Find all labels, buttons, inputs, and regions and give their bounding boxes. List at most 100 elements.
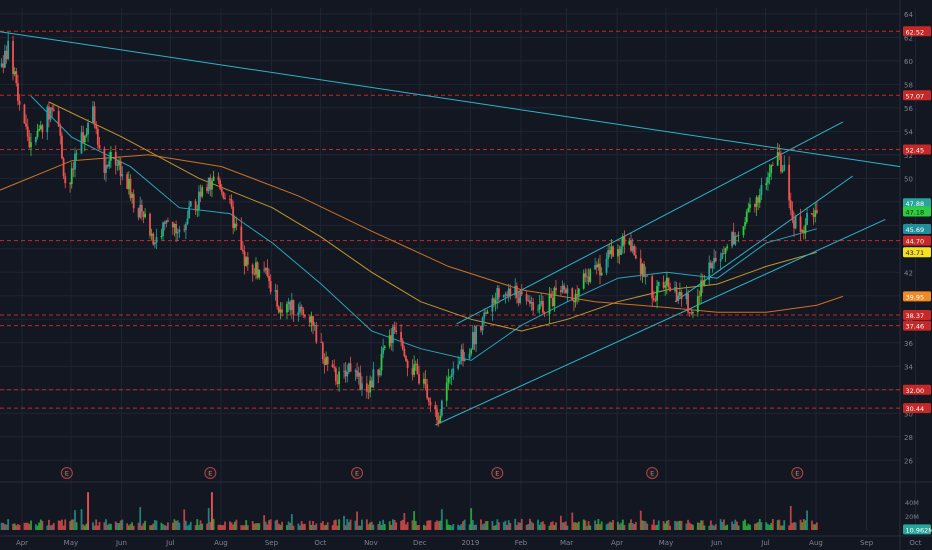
candle-body — [760, 185, 763, 196]
candle-body — [17, 83, 19, 102]
time-axis[interactable]: Apr May Jun Jul Aug Sep Oct Nov Dec 2019 Feb Mar Apr… — [16, 539, 922, 547]
earnings-marker[interactable] — [491, 467, 504, 479]
volume-bar — [747, 523, 750, 530]
candle-body — [312, 316, 314, 326]
candle-body — [530, 302, 533, 304]
candle-body — [600, 272, 603, 276]
earnings-marker[interactable] — [204, 467, 217, 479]
candle-body — [357, 372, 360, 377]
candle-body — [757, 197, 760, 203]
volume-bar — [506, 524, 508, 530]
volume-bar — [662, 521, 665, 530]
volume-bar — [269, 519, 272, 530]
volume-bar — [463, 519, 466, 530]
candle-body — [354, 370, 357, 372]
volume-bar — [251, 521, 254, 530]
volume-bar — [457, 524, 460, 530]
volume-bar — [563, 522, 566, 530]
candle-body — [348, 363, 350, 372]
candle-body — [25, 123, 27, 127]
earnings-marker[interactable] — [646, 467, 659, 479]
earnings-marker[interactable] — [791, 467, 804, 479]
volume-bar — [64, 519, 67, 530]
earnings-marker-label: E — [495, 470, 499, 478]
volume-bar — [75, 522, 78, 530]
volume-bar — [484, 521, 487, 530]
candle-body — [217, 176, 220, 181]
volume-bar — [300, 521, 303, 530]
candle-body — [178, 229, 181, 233]
candle-body — [480, 325, 482, 331]
time-tick-label: Nov — [364, 539, 378, 547]
candle-body — [395, 330, 398, 333]
volume-bar — [778, 519, 781, 530]
candle-body — [378, 370, 381, 376]
volume-bar — [550, 522, 552, 530]
price-label: 39.95 — [906, 293, 925, 301]
candle-body — [150, 233, 153, 236]
volume-bar — [483, 523, 486, 530]
volume-bar — [559, 515, 562, 530]
candle-body — [595, 265, 598, 268]
volume-bar — [687, 519, 689, 530]
volume-bar — [354, 520, 357, 530]
candle-body — [573, 300, 575, 303]
volume-bar — [356, 511, 358, 530]
volume-bar — [343, 515, 345, 530]
price-label-box — [903, 198, 931, 209]
candle-body — [343, 370, 345, 372]
volume-bar — [119, 520, 122, 530]
candle-body — [548, 293, 551, 314]
price-tick-label: 54 — [904, 128, 913, 136]
volume-bar — [610, 522, 613, 530]
volume-bar — [587, 521, 590, 530]
candle-body — [220, 188, 223, 193]
volume-bar — [403, 513, 406, 530]
earnings-marker[interactable] — [351, 467, 364, 479]
candle-body — [72, 168, 75, 170]
candle-body — [484, 312, 487, 314]
candle-body — [315, 325, 318, 343]
candle-body — [437, 419, 440, 424]
candle-body — [778, 152, 781, 156]
candle-body — [361, 383, 363, 390]
candle-body — [96, 128, 99, 145]
candle-body — [52, 109, 55, 111]
volume-bar — [696, 522, 699, 530]
volume-bar — [447, 524, 450, 530]
candlestick-series — [0, 31, 818, 427]
volume-bar — [126, 523, 129, 530]
earnings-marker[interactable] — [60, 467, 73, 479]
volume-bar — [791, 523, 794, 530]
volume-bar — [458, 525, 461, 530]
price-label-box — [903, 384, 931, 395]
volume-bar — [276, 519, 279, 530]
volume-bar — [74, 510, 76, 530]
price-label-box — [903, 206, 931, 217]
volume-bar — [621, 519, 624, 530]
volume-bar — [274, 520, 277, 530]
candle-body — [566, 288, 569, 294]
time-tick-label: Dec — [413, 539, 427, 547]
candle-body — [338, 371, 341, 385]
candle-body — [142, 211, 145, 218]
time-tick-label: Apr — [16, 539, 28, 547]
volume-bar — [745, 525, 748, 530]
volume-bar — [564, 521, 567, 530]
volume-bar — [173, 519, 176, 530]
candle-body — [331, 364, 334, 368]
candle-body — [269, 281, 272, 292]
candle-body — [639, 258, 642, 275]
candle-body — [586, 276, 588, 278]
candle-body — [196, 209, 199, 211]
candle-body — [109, 151, 112, 161]
volume-bar — [429, 520, 432, 530]
candle-body — [646, 275, 649, 277]
volume-bar — [12, 523, 14, 530]
candle-body — [806, 213, 808, 225]
candle-body — [675, 287, 678, 302]
candle-body — [418, 374, 420, 384]
volume-bar — [7, 519, 10, 530]
candle-body — [224, 197, 226, 200]
